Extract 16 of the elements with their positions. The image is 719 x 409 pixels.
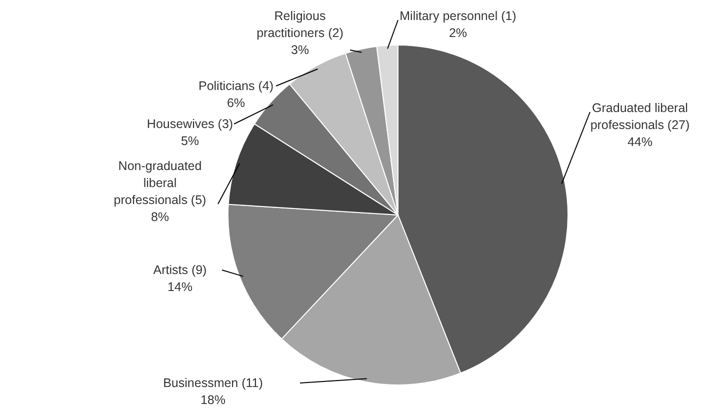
slice-label: Military personnel (1) [400,9,516,23]
slice-label: Graduated liberal professionals (27) [590,101,690,132]
slice-label: Housewives (3) [146,117,234,131]
data-label: 5% [180,134,200,148]
data-label: 6% [226,96,246,110]
slice-label: Artists (9) [153,263,207,277]
data-label: 14% [167,280,193,294]
data-label: 8% [150,210,170,224]
data-label: 18% [200,393,226,407]
slice-label: Religious practitioners (2) [256,9,344,40]
slice-label: Businessmen (11) [163,376,263,390]
slice-label: Non-graduated liberal professionals (5) [114,159,206,207]
data-label: 44% [627,135,653,149]
slice-label: Politicians (4) [198,79,274,93]
data-label: 2% [448,26,468,40]
data-label: 3% [290,43,310,57]
